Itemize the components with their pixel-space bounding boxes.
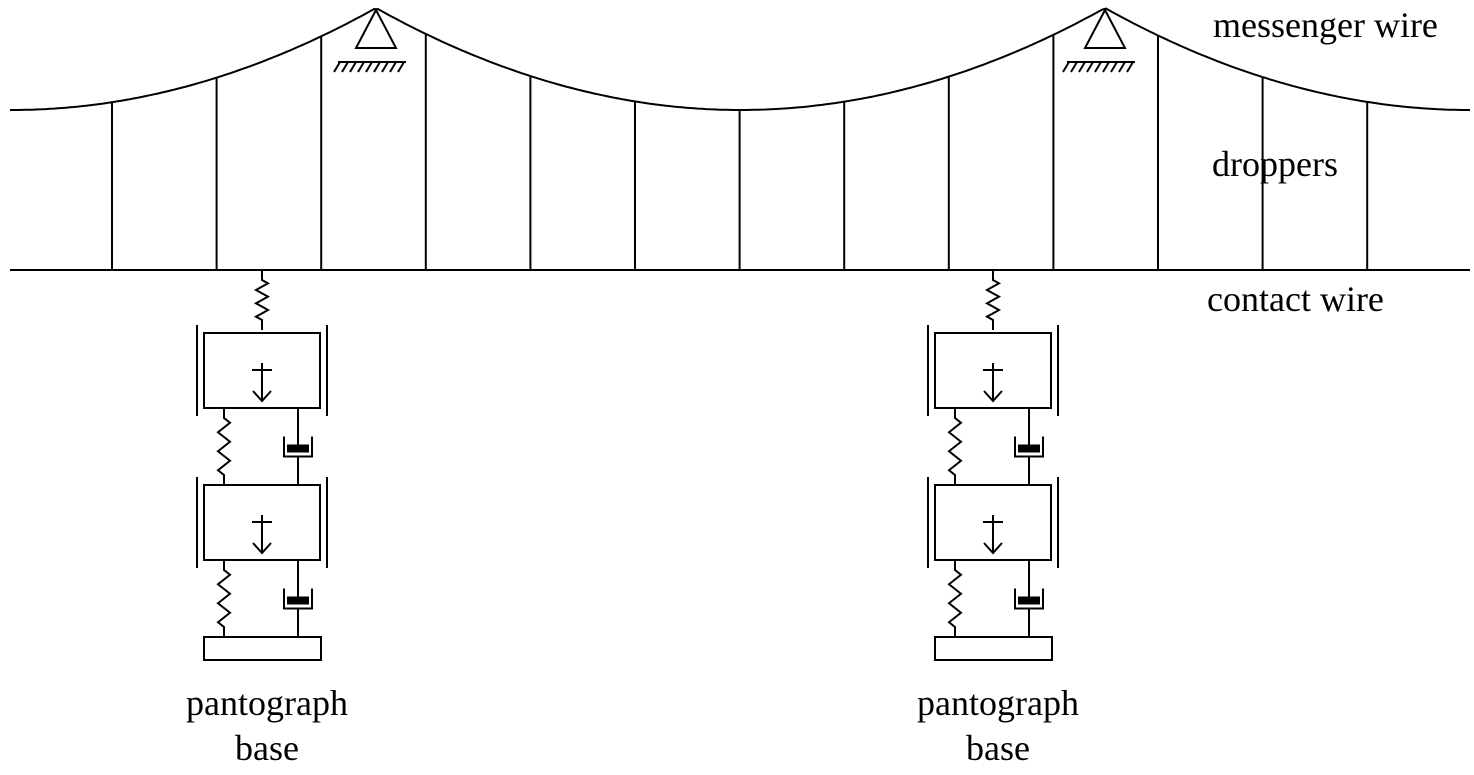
hatch (1118, 61, 1126, 73)
pantograph-label: pantograph (186, 683, 348, 723)
drawing (10, 7, 1470, 661)
damper-piston (1018, 444, 1040, 453)
hatch (1102, 61, 1110, 73)
hatch (365, 61, 373, 73)
hatch (1062, 61, 1070, 73)
damper-piston (1018, 596, 1040, 605)
hatch (333, 61, 341, 73)
damper (283, 408, 313, 485)
hatch (1094, 61, 1102, 73)
spring (947, 408, 963, 485)
damper-piston (287, 444, 309, 453)
hatch (341, 61, 349, 73)
damper (283, 560, 313, 637)
pantograph-label: pantograph (917, 683, 1079, 723)
hatch (381, 61, 389, 73)
gravity-arrow (252, 363, 272, 403)
hatch (373, 61, 381, 73)
messenger-wire-label: messenger wire (1213, 5, 1438, 45)
damper-piston (287, 596, 309, 605)
gravity-arrow (983, 515, 1003, 555)
mass (934, 484, 1052, 561)
hatch (357, 61, 365, 73)
gravity-arrow (983, 363, 1003, 403)
hatch (1110, 61, 1118, 73)
mass (203, 484, 321, 561)
hatch (1086, 61, 1094, 73)
damper (1014, 560, 1044, 637)
gravity-arrow (252, 515, 272, 555)
spring (253, 270, 271, 330)
support (1083, 7, 1127, 49)
droppers-label: droppers (1212, 144, 1338, 184)
spring (216, 560, 232, 637)
support (354, 7, 398, 49)
pantograph-base (203, 636, 322, 661)
spring (947, 560, 963, 637)
spring (984, 270, 1002, 330)
hatch (389, 61, 397, 73)
mass (934, 332, 1052, 409)
pantograph-label: base (966, 728, 1030, 768)
hatch (1126, 61, 1134, 73)
hatch (397, 61, 405, 73)
hatch (1070, 61, 1078, 73)
spring (216, 408, 232, 485)
contact-wire-label: contact wire (1207, 279, 1384, 319)
hatch (349, 61, 357, 73)
pantograph-base (934, 636, 1053, 661)
hatch (1078, 61, 1086, 73)
mass (203, 332, 321, 409)
damper (1014, 408, 1044, 485)
pantograph-label: base (235, 728, 299, 768)
